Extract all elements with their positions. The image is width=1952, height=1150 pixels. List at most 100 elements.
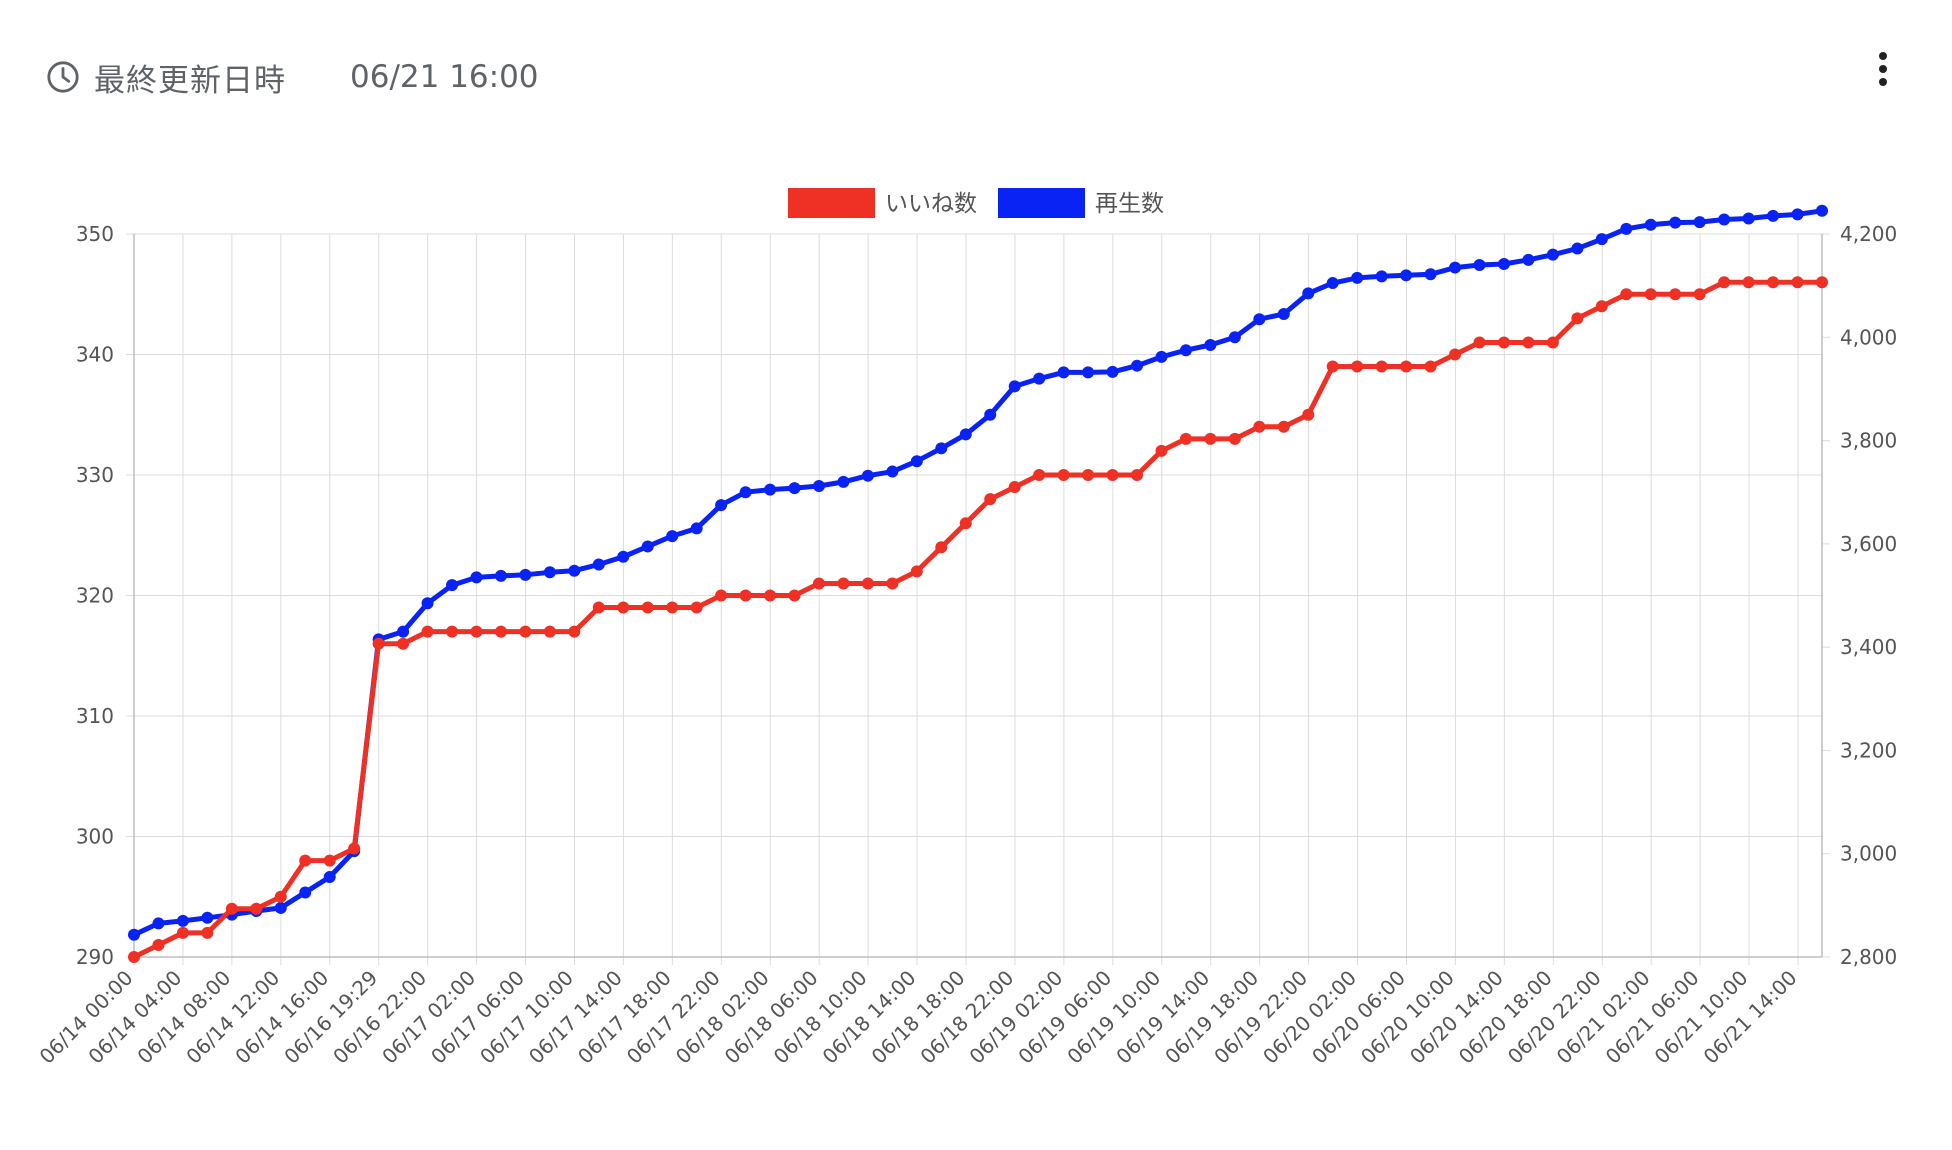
data-point [1522,336,1535,349]
y-right-tick-label: 3,800 [1840,429,1897,453]
data-point [494,569,507,582]
data-point [152,917,165,930]
data-point [1816,204,1828,217]
data-point [788,482,801,495]
data-point [935,442,948,455]
data-point [1131,469,1144,481]
data-point [1228,331,1241,344]
data-point [250,902,263,915]
series-line [132,208,1823,938]
data-point [690,522,703,535]
data-point [812,577,825,590]
data-point [1718,213,1731,226]
data-point [128,951,140,963]
data-point [690,601,703,614]
data-point [1106,469,1119,481]
data-point [543,566,556,579]
data-point [1351,360,1364,373]
data-point [641,601,654,614]
data-point [861,577,874,590]
data-point [1571,242,1584,255]
y-left-tick-label: 350 [76,222,114,246]
data-point [1375,270,1388,283]
data-point [274,890,287,903]
data-point [1179,432,1192,445]
y-left-tick-label: 300 [76,825,114,849]
data-point [1008,481,1021,494]
data-point [519,568,532,581]
data-point [1106,365,1119,378]
data-point [1155,444,1168,457]
data-point [788,589,801,602]
more-vert-icon[interactable] [1872,48,1894,92]
data-point [984,493,997,506]
data-point [1791,208,1804,221]
data-point [1179,344,1192,357]
data-point [1473,258,1486,271]
y-right-tick-label: 4,200 [1840,222,1897,246]
data-point [1669,288,1682,301]
data-point [1449,348,1462,361]
data-point [323,854,336,867]
legend-label: 再生数 [1095,191,1164,217]
data-point [1473,336,1486,349]
data-point [1644,218,1657,231]
data-point [201,911,214,924]
data-point [470,571,483,584]
data-point [837,475,850,488]
data-point [592,601,605,614]
data-point [176,914,189,927]
data-point [739,486,752,499]
data-point [1228,432,1241,445]
data-point [617,550,630,563]
data-point [1449,261,1462,274]
data-point [348,842,361,855]
y-right-tick-label: 3,400 [1840,635,1897,659]
data-point [1082,366,1095,379]
data-point [1571,312,1584,325]
last-updated-value: 06/21 16:00 [350,59,539,95]
data-point [715,589,728,602]
data-point [568,625,581,638]
data-point [1326,277,1339,290]
data-point [910,455,923,468]
data-point [641,540,654,553]
data-point [1693,216,1706,229]
y-right-tick-label: 3,000 [1840,842,1897,866]
data-point [128,928,140,941]
data-point [1546,248,1559,261]
legend-swatch [998,188,1085,218]
data-point [666,530,679,543]
data-point [176,926,189,939]
data-point [1277,308,1290,321]
data-point [152,938,165,951]
data-point [1400,269,1413,282]
data-point [1620,288,1633,301]
data-point [886,465,899,478]
data-point [1767,276,1780,289]
series-line [132,279,1822,960]
data-point [959,428,972,441]
data-point [1277,420,1290,433]
y-left-tick-label: 340 [76,343,114,367]
data-point [543,625,556,638]
data-point [1693,288,1706,301]
data-point [299,886,312,899]
data-point [617,601,630,614]
data-point [1791,276,1804,289]
data-point [1302,408,1315,421]
y-right-tick-label: 3,200 [1840,738,1897,762]
data-point [1742,212,1755,225]
data-point [886,577,899,590]
data-point [812,480,825,493]
chart-grid [126,233,1830,965]
data-point [1595,300,1608,313]
data-point [1620,222,1633,235]
data-point [1816,276,1828,289]
data-point [1497,257,1510,270]
data-point [592,558,605,571]
data-point [1131,359,1144,372]
y-right-tick-label: 2,800 [1840,945,1897,969]
y-left-tick-label: 320 [76,584,114,608]
